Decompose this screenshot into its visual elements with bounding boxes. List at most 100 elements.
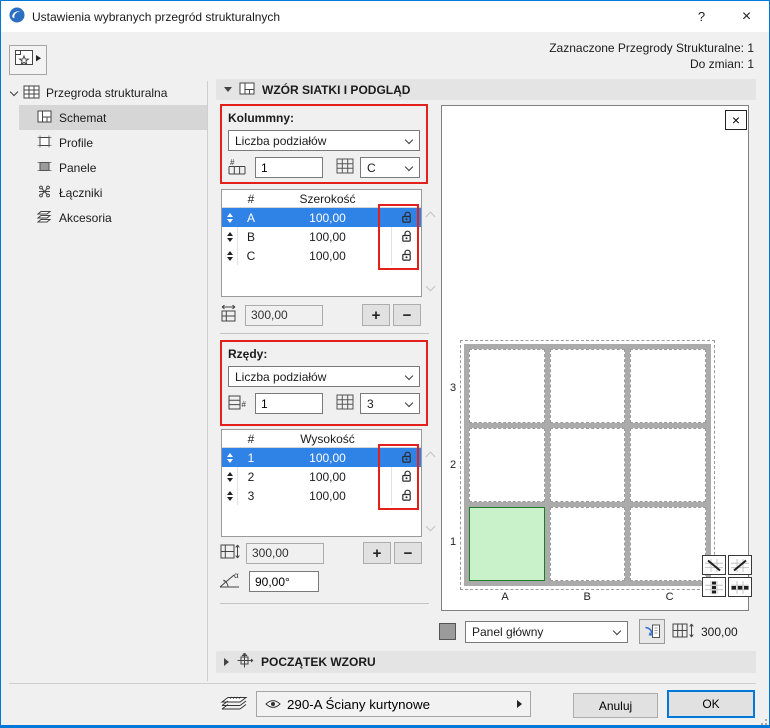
angle-row: α (218, 570, 319, 593)
diagonal-slash-pattern-button[interactable] (728, 555, 752, 575)
row-count-input[interactable] (255, 393, 323, 414)
row-drag-handle[interactable] (222, 467, 238, 486)
grid-cell-c1[interactable] (630, 507, 706, 581)
sidebar-item-akcesoria[interactable]: Akcesoria (19, 205, 207, 230)
table-row[interactable]: 2 100,00 (222, 467, 421, 486)
row-id: B (246, 229, 255, 244)
table-row[interactable]: A 100,00 (222, 208, 421, 227)
scroll-up-icon[interactable] (425, 209, 437, 222)
grid-cell-b2[interactable] (549, 428, 626, 502)
transfer-settings-button[interactable] (639, 619, 665, 644)
favorites-star-icon (14, 49, 42, 71)
section-title: POCZĄTEK WZORU (261, 655, 376, 669)
scroll-down-icon[interactable] (425, 521, 437, 533)
row-drag-handle[interactable] (222, 208, 238, 227)
table-row[interactable]: B 100,00 (222, 227, 421, 246)
annotation-box-columns: Kolummny: Liczba podziałów # C (220, 104, 428, 184)
unlock-icon[interactable] (391, 448, 421, 467)
expand-triangle-icon (224, 658, 229, 666)
preview-area[interactable]: × 3 2 1 A B C (441, 105, 752, 611)
add-column-button[interactable]: + (362, 304, 390, 326)
sidebar-item-label: Schemat (59, 110, 107, 125)
row-drag-handle[interactable] (222, 486, 238, 505)
layers-icon (220, 694, 248, 716)
columns-scheme-value: Liczba podziałów (235, 133, 327, 148)
grid-cell-b1[interactable] (549, 507, 626, 581)
ok-button[interactable]: OK (667, 690, 755, 718)
row-id: C (246, 248, 256, 263)
table-row[interactable]: C 100,00 (222, 246, 421, 265)
row-value[interactable]: 100,00 (309, 450, 346, 465)
diagonal-backslash-pattern-button[interactable] (702, 555, 726, 575)
close-button[interactable]: × (724, 1, 769, 32)
layer-selector-button[interactable]: 290-A Ściany kurtynowe (256, 691, 531, 717)
unlock-icon[interactable] (391, 467, 421, 486)
window-title: Ustawienia wybranych przegród struktural… (32, 9, 281, 24)
unlock-icon[interactable] (391, 486, 421, 505)
grid-pattern-section-header[interactable]: WZÓR SIATKI I PODGLĄD (216, 79, 756, 100)
table-row[interactable]: 3 100,00 (222, 486, 421, 505)
frame-height-value: 300,00 (701, 624, 738, 639)
sidebar-item-profile[interactable]: Profile (19, 130, 207, 155)
grid-cell-c2[interactable] (630, 428, 706, 502)
scheme-icon (37, 110, 52, 126)
row-ref-dropdown[interactable]: 3 (360, 393, 420, 414)
favorites-button[interactable] (9, 45, 47, 75)
grid-cell-c3[interactable] (630, 349, 706, 423)
remove-row-button[interactable]: − (394, 542, 422, 564)
row-label: 3 (449, 381, 457, 394)
cancel-button[interactable]: Anuluj (573, 693, 658, 718)
row-drag-handle[interactable] (222, 448, 238, 467)
arrow-right-icon (517, 700, 522, 708)
unlock-icon[interactable] (391, 208, 421, 227)
table-row[interactable]: 1 100,00 (222, 448, 421, 467)
panel-scheme-dropdown[interactable]: Panel główny (465, 620, 628, 643)
row-drag-handle[interactable] (222, 246, 238, 265)
row-value[interactable]: 100,00 (309, 488, 346, 503)
panel-swatch-icon (439, 623, 456, 640)
sidebar-item-laczniki[interactable]: Łączniki (19, 180, 207, 205)
layer-name: 290-A Ściany kurtynowe (287, 696, 430, 712)
col-header-width: Szerokość (299, 191, 356, 206)
remove-column-button[interactable]: − (393, 304, 421, 326)
add-row-button[interactable]: + (363, 542, 391, 564)
column-strip-pattern-button[interactable] (702, 577, 726, 597)
row-value[interactable]: 100,00 (309, 229, 346, 244)
pattern-origin-section-header[interactable]: POCZĄTEK WZORU (216, 651, 756, 673)
help-button[interactable]: ? (679, 1, 724, 32)
row-drag-handle[interactable] (222, 227, 238, 246)
column-count-icon: # (228, 158, 250, 178)
col-header-height: Wysokość (300, 431, 355, 446)
rows-scheme-value: Liczba podziałów (235, 369, 327, 384)
grid-cell-a2[interactable] (469, 428, 545, 502)
scroll-up-icon[interactable] (425, 449, 437, 462)
grid-cell-a3[interactable] (469, 349, 545, 423)
section-title: WZÓR SIATKI I PODGLĄD (262, 82, 411, 97)
grid-cell-a1-selected[interactable] (469, 507, 545, 581)
unlock-icon[interactable] (391, 227, 421, 246)
rows-scheme-dropdown[interactable]: Liczba podziałów (228, 366, 420, 387)
grid-cell-b3[interactable] (549, 349, 626, 423)
row-value[interactable]: 100,00 (309, 469, 346, 484)
curtain-wall-grid-preview[interactable] (460, 340, 715, 590)
row-strip-pattern-button[interactable] (728, 577, 752, 597)
column-ref-dropdown[interactable]: C (360, 157, 420, 178)
columns-scheme-dropdown[interactable]: Liczba podziałów (228, 130, 420, 151)
sidebar-item-schemat[interactable]: Schemat (19, 105, 207, 130)
resize-grip[interactable] (757, 715, 767, 725)
width-table-header: # Szerokość (222, 190, 421, 208)
angle-input[interactable] (249, 571, 319, 592)
row-id: 3 (247, 488, 255, 503)
sidebar-item-panele[interactable]: Panele (19, 155, 207, 180)
row-value[interactable]: 100,00 (309, 210, 346, 225)
app-logo-icon (9, 7, 25, 26)
eye-icon (265, 697, 281, 712)
row-value[interactable]: 100,00 (309, 248, 346, 263)
column-count-input[interactable] (255, 157, 323, 178)
sidebar-root-curtain-wall[interactable]: Przegroda strukturalna (9, 81, 207, 105)
unlock-icon[interactable] (391, 246, 421, 265)
preview-close-button[interactable]: × (725, 110, 747, 130)
sidebar-item-label: Panele (59, 160, 97, 175)
scroll-down-icon[interactable] (425, 281, 437, 293)
